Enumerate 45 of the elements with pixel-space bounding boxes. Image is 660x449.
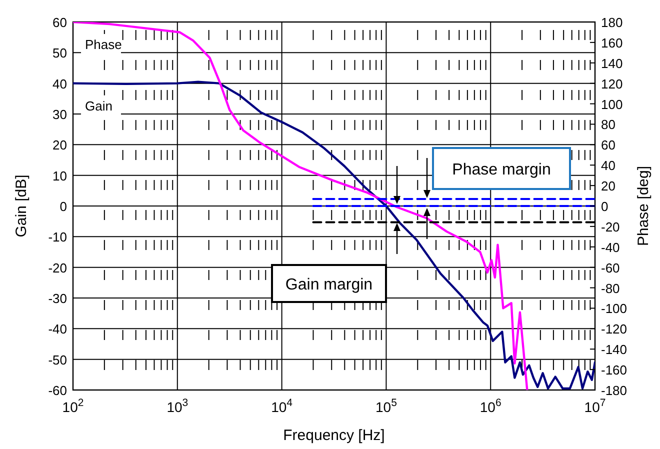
y-tick-label: -20 xyxy=(48,260,67,276)
y2-tick-label: -80 xyxy=(601,280,620,296)
y2-tick-label: 80 xyxy=(601,117,616,132)
y2-tick-label: 140 xyxy=(601,56,623,71)
y2-tick-label: 0 xyxy=(601,199,608,214)
x-tick-label: 10$^{3}$ xyxy=(166,397,188,415)
y-tick-label: -60 xyxy=(48,383,67,398)
series-label: Gain xyxy=(85,98,112,114)
x-tick-label: 10$^{2}$ xyxy=(62,397,84,415)
y-tick-label: -50 xyxy=(48,352,67,368)
y2-tick-label: 160 xyxy=(601,35,623,50)
y2-axis-title: Phase [deg] xyxy=(635,166,652,246)
y-axis-title: Gain [dB] xyxy=(13,174,30,238)
y-tick-label: 60 xyxy=(52,15,67,30)
y2-tick-label: -140 xyxy=(601,342,628,358)
y-tick-label: 50 xyxy=(52,46,67,61)
y2-tick-label: 60 xyxy=(601,138,616,153)
x-tick-label: 10$^{7}$ xyxy=(584,397,606,415)
y-tick-label: -30 xyxy=(48,291,67,306)
y-tick-label: 30 xyxy=(52,107,67,122)
y-tick-label: -10 xyxy=(48,230,67,245)
y2-tick-label: 40 xyxy=(601,158,616,174)
x-tick-label: 10$^{5}$ xyxy=(375,397,398,415)
x-tick-label: 10$^{6}$ xyxy=(480,397,502,415)
y2-tick-label: 20 xyxy=(601,178,616,194)
y-tick-label: 10 xyxy=(52,168,67,184)
annotation: Phase margin xyxy=(452,162,551,178)
y2-tick-label: -40 xyxy=(601,240,620,255)
y-tick-label: 40 xyxy=(52,76,67,92)
annotation: Gain margin xyxy=(285,276,373,294)
y2-tick-label: 100 xyxy=(601,96,623,112)
series-label: Phase xyxy=(85,37,122,52)
y2-tick-label: -180 xyxy=(601,383,628,398)
x-tick-label: 10$^{4}$ xyxy=(271,397,293,415)
y-tick-label: 20 xyxy=(52,138,67,153)
y2-tick-label: 120 xyxy=(601,76,623,92)
y2-tick-label: 180 xyxy=(601,15,623,30)
x-axis-title: Frequency [Hz] xyxy=(283,427,385,444)
y2-tick-label: -20 xyxy=(601,219,620,234)
y2-tick-label: -160 xyxy=(601,362,628,378)
y2-tick-label: -60 xyxy=(601,260,620,276)
y2-tick-label: -100 xyxy=(601,301,628,316)
y-tick-label: 0 xyxy=(60,199,67,214)
y2-tick-label: -120 xyxy=(601,322,628,337)
y-tick-label: -40 xyxy=(48,322,67,337)
